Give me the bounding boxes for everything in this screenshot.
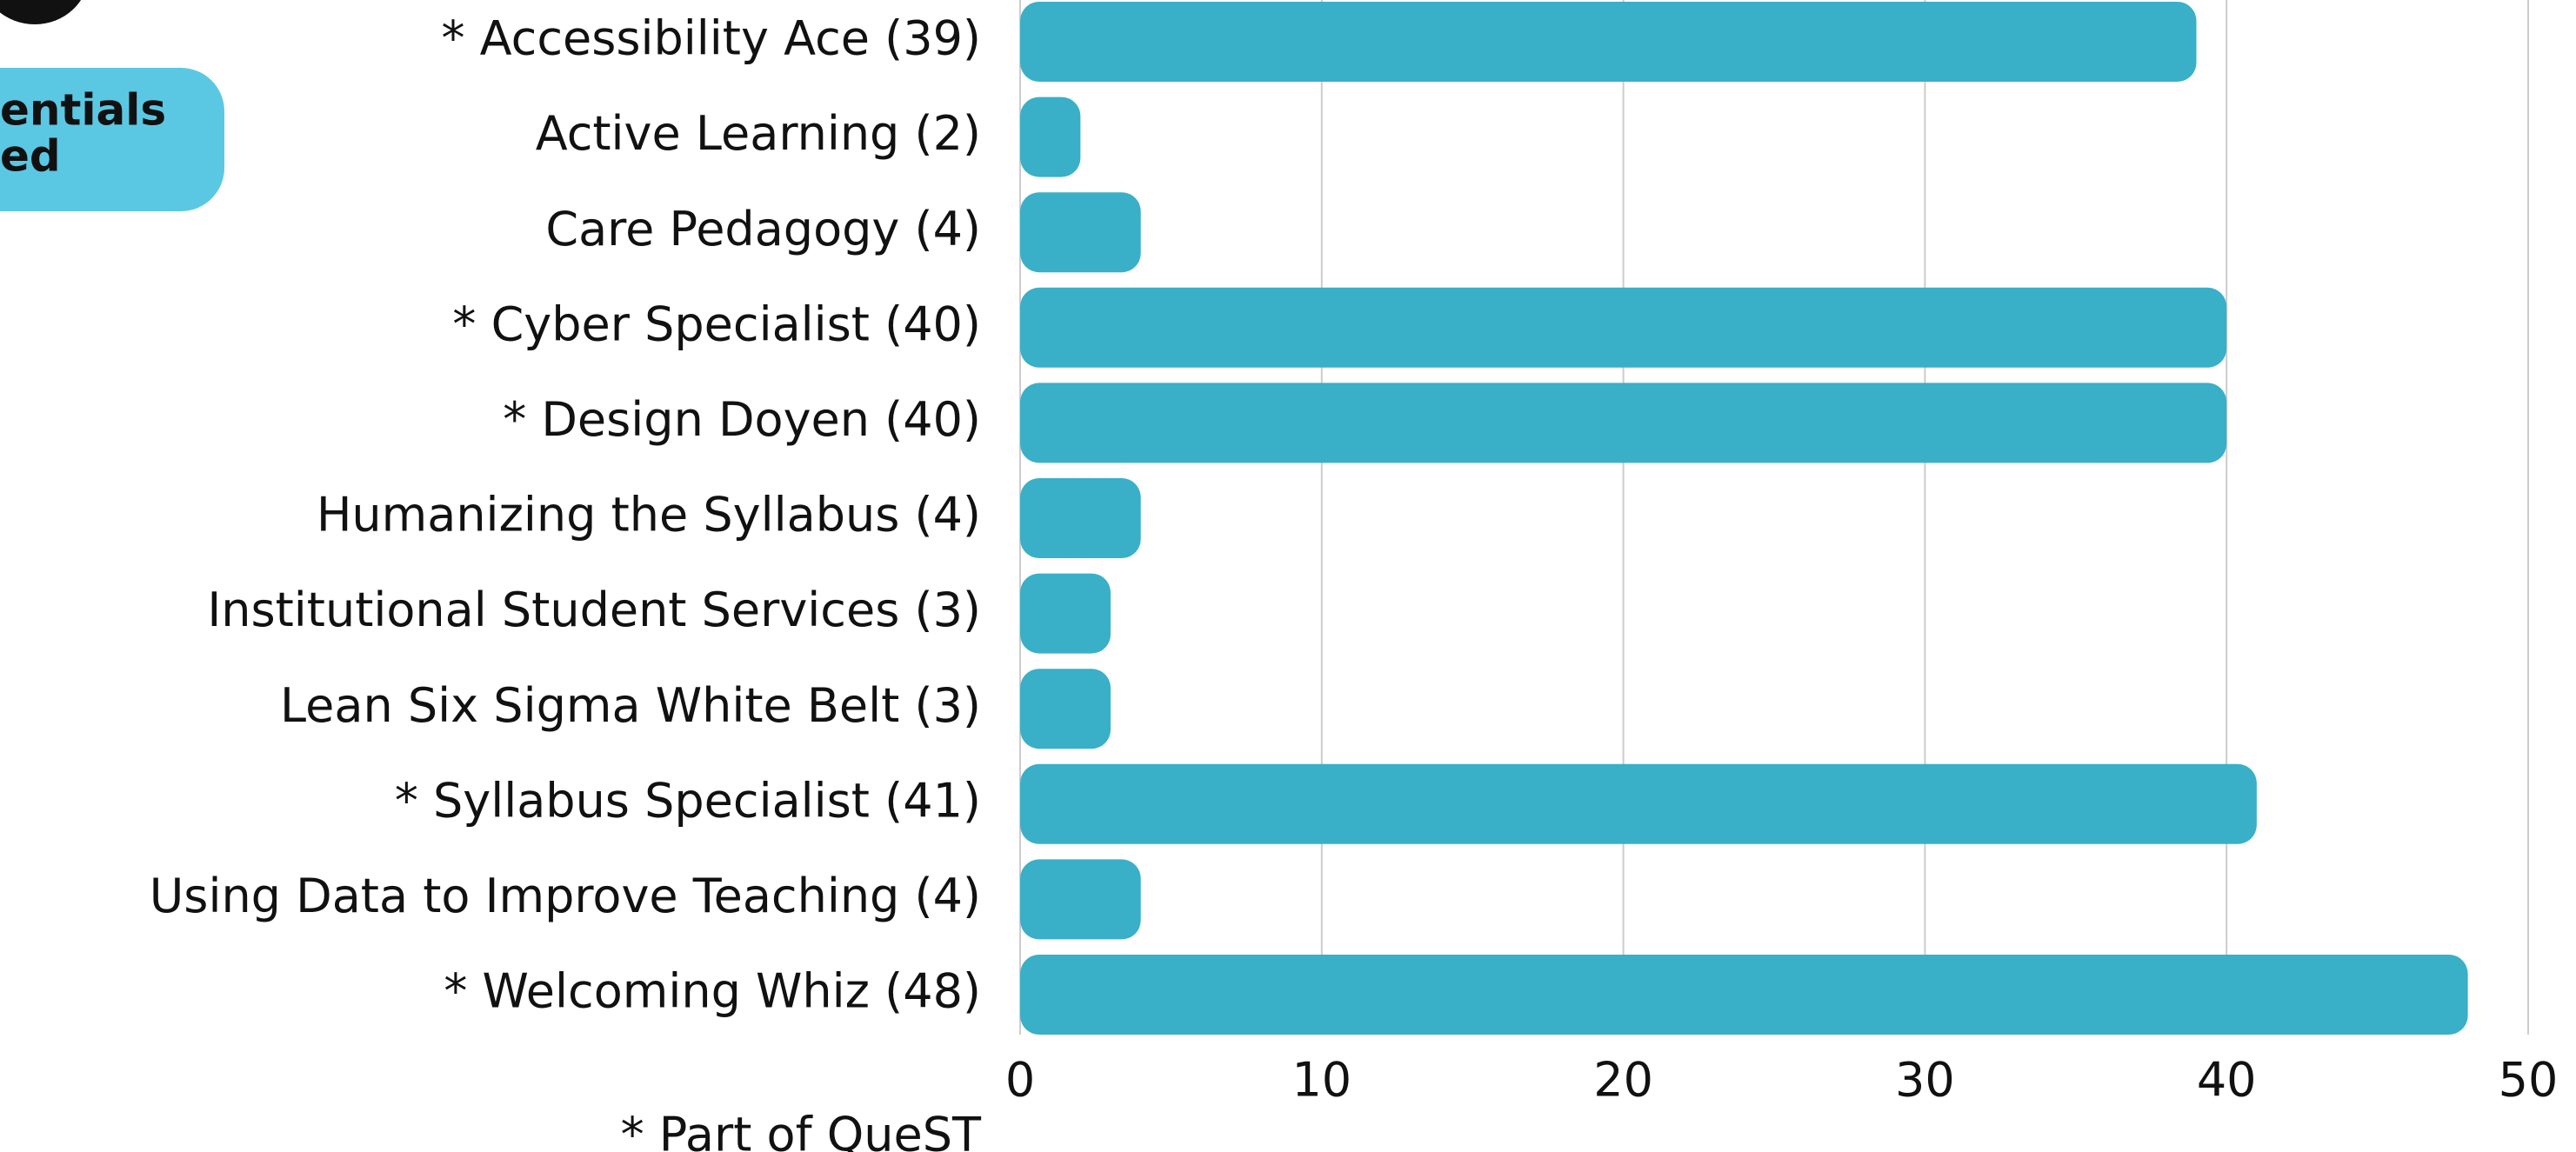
x-tick-label: 30 <box>1895 1053 1955 1108</box>
x-tick-label: 10 <box>1291 1053 1351 1108</box>
y-tick-label: * Welcoming Whiz (48) <box>444 964 981 1019</box>
bar <box>1020 287 2227 368</box>
footnote: * Part of QueST <box>621 1108 982 1152</box>
bar <box>1020 192 1141 273</box>
y-tick-label: Active Learning (2) <box>536 106 981 161</box>
badge <box>0 68 224 211</box>
y-tick-label: * Syllabus Specialist (41) <box>395 773 981 828</box>
bar <box>1020 955 2468 1035</box>
bar <box>1020 669 1111 749</box>
y-tick-label: Lean Six Sigma White Belt (3) <box>280 678 981 733</box>
logo-fragment <box>0 0 82 24</box>
bar <box>1020 97 1081 177</box>
y-tick-label: Humanizing the Syllabus (4) <box>317 488 981 543</box>
bar <box>1020 763 2257 844</box>
y-tick-label: Care Pedagogy (4) <box>545 202 981 256</box>
y-tick-label: Using Data to Improve Teaching (4) <box>150 869 981 923</box>
bar <box>1020 478 1141 558</box>
bar <box>1020 2 2197 82</box>
x-tick-label: 0 <box>1005 1053 1035 1108</box>
y-tick-label: * Accessibility Ace (39) <box>441 11 981 66</box>
badge-text: ed <box>0 131 61 182</box>
bar <box>1020 383 2227 463</box>
y-tick-label: * Cyber Specialist (40) <box>452 296 981 351</box>
bar <box>1020 859 1141 940</box>
y-tick-label: Institutional Student Services (3) <box>207 583 981 637</box>
bar <box>1020 573 1111 654</box>
x-tick-label: 40 <box>2197 1053 2257 1108</box>
badge-text: entials <box>0 85 166 136</box>
y-tick-label: * Design Doyen (40) <box>503 392 981 447</box>
x-tick-label: 50 <box>2499 1053 2559 1108</box>
x-tick-label: 20 <box>1593 1053 1653 1108</box>
